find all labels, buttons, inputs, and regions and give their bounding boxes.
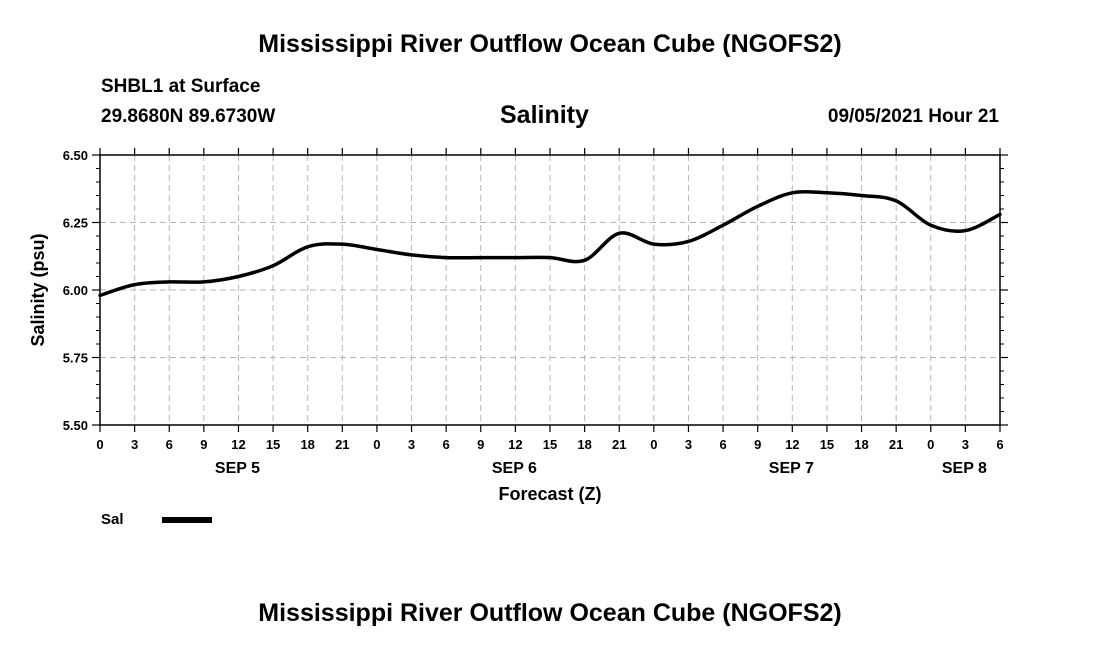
salinity-series-line	[98, 189, 1002, 298]
x-tick-label: 3	[685, 437, 692, 452]
x-tick-label: 3	[962, 437, 969, 452]
x-tick-label: 15	[543, 437, 557, 452]
x-tick-label: 3	[131, 437, 138, 452]
x-tick-label: 18	[577, 437, 591, 452]
x-tick-label: 0	[927, 437, 934, 452]
x-tick-label: 0	[650, 437, 657, 452]
chart-title: Salinity	[500, 101, 589, 129]
station-label: SHBL1 at Surface	[101, 76, 261, 97]
y-axis-label: Salinity (psu)	[28, 233, 48, 346]
x-tick-label: 6	[443, 437, 450, 452]
x-tick-label: 18	[854, 437, 868, 452]
main-title-bottom: Mississippi River Outflow Ocean Cube (NG…	[258, 599, 842, 627]
grid-lines	[100, 155, 1000, 425]
x-tick-label: 21	[612, 437, 626, 452]
forecast-datetime: 09/05/2021 Hour 21	[827, 106, 999, 127]
legend-label: Sal	[101, 511, 124, 528]
y-tick-label: 6.50	[63, 148, 88, 163]
x-tick-label: 12	[508, 437, 522, 452]
x-tick-label: 9	[754, 437, 761, 452]
x-tick-label: 18	[300, 437, 314, 452]
x-tick-label: 21	[335, 437, 349, 452]
day-label: SEP 7	[769, 460, 814, 477]
day-label: SEP 6	[492, 460, 537, 477]
x-tick-label: 6	[719, 437, 726, 452]
x-axis-label: Forecast (Z)	[498, 484, 601, 504]
x-tick-label: 15	[820, 437, 834, 452]
y-tick-label: 6.25	[63, 216, 88, 231]
x-tick-label: 0	[96, 437, 103, 452]
x-tick-label: 12	[231, 437, 245, 452]
station-coordinates: 29.8680N 89.6730W	[101, 106, 276, 127]
x-tick-label: 6	[996, 437, 1003, 452]
y-tick-label: 5.75	[63, 351, 88, 366]
x-tick-label: 12	[785, 437, 799, 452]
day-labels: SEP 5 SEP 6 SEP 7 SEP 8	[215, 460, 987, 477]
day-label: SEP 5	[215, 460, 260, 477]
x-tick-label: 9	[477, 437, 484, 452]
day-label: SEP 8	[942, 460, 987, 477]
y-tick-label: 6.00	[63, 283, 88, 298]
x-axis-ticks: 0 3 6 9 12 15 18 21 0 3 6 9 12 15 18 21 0 3 6 9 12 15 18 21 0 3 6	[96, 148, 1004, 452]
x-tick-label: 15	[266, 437, 280, 452]
x-tick-label: 9	[200, 437, 207, 452]
x-tick-label: 0	[373, 437, 380, 452]
y-axis-ticks: 5.50 5.75 6.00 6.25 6.50	[63, 148, 1008, 433]
y-tick-label: 5.50	[63, 418, 88, 433]
x-tick-label: 3	[408, 437, 415, 452]
x-tick-label: 6	[166, 437, 173, 452]
x-tick-label: 21	[889, 437, 903, 452]
main-title-top: Mississippi River Outflow Ocean Cube (NG…	[258, 30, 842, 58]
